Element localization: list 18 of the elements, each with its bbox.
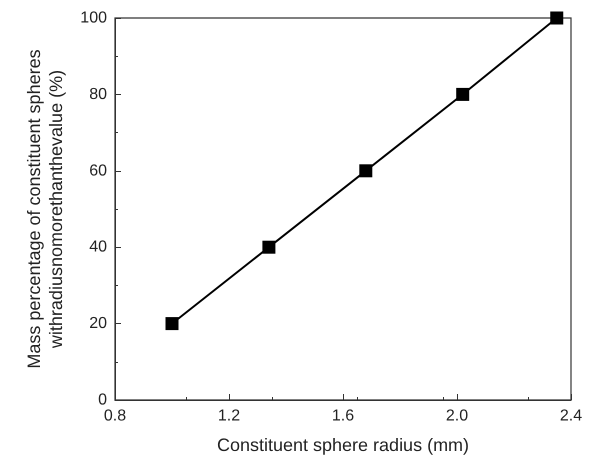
y-tick-label: 40 xyxy=(89,238,108,256)
x-tick-label: 0.8 xyxy=(104,408,126,424)
y-tick-label: 20 xyxy=(89,315,108,332)
y-tick-label: 0 xyxy=(98,392,108,408)
point xyxy=(166,317,178,330)
point xyxy=(550,12,564,24)
point xyxy=(456,88,470,101)
y-axis-title: Mass percentage of constituent spheres withradiusnomorethanthevalue (%) xyxy=(24,49,66,369)
x-axis-title: Constituent sphere radius (mm) xyxy=(216,435,470,455)
y-tick-label: 60 xyxy=(89,162,108,180)
x-tick-label: 2.4 xyxy=(560,408,582,424)
point xyxy=(359,164,372,178)
x-tick-label: 2.0 xyxy=(446,408,468,424)
point xyxy=(262,240,276,254)
y-tick-label: 100 xyxy=(80,10,108,26)
x-tick-label: 1.6 xyxy=(332,408,354,424)
y-tick-label: 80 xyxy=(89,86,108,103)
x-tick-label: 1.2 xyxy=(218,408,240,424)
